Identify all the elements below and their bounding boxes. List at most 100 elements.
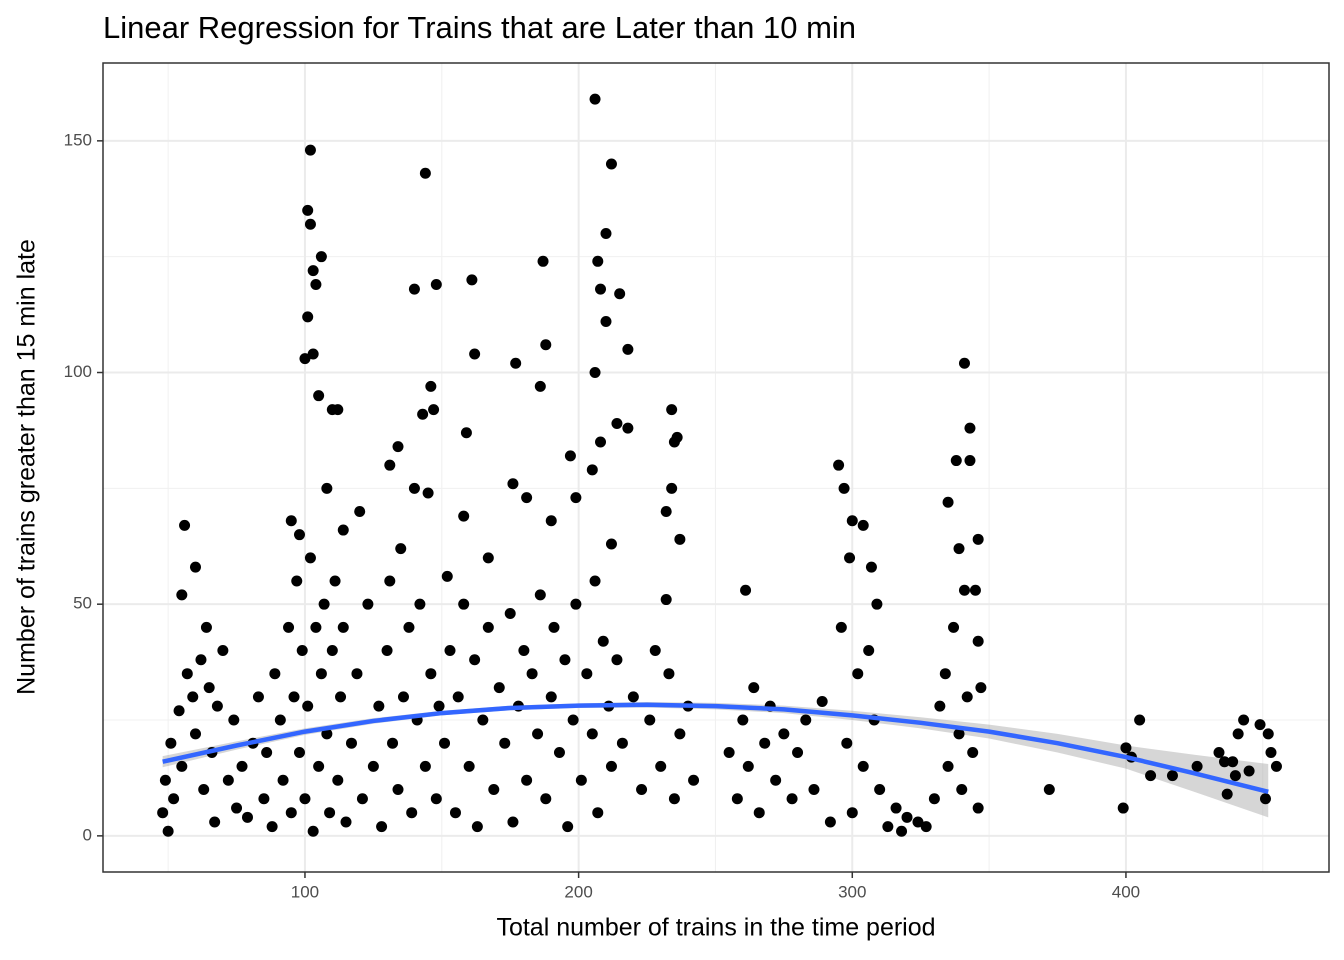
point	[428, 404, 440, 416]
point	[567, 714, 579, 726]
point	[731, 793, 743, 805]
point	[723, 746, 735, 758]
point	[953, 728, 965, 740]
point	[786, 793, 798, 805]
x-tick-label: 200	[564, 882, 592, 901]
point	[1191, 760, 1203, 772]
point	[553, 746, 565, 758]
point	[792, 746, 804, 758]
point	[321, 482, 333, 494]
point	[293, 529, 305, 541]
point	[337, 621, 349, 633]
point	[252, 691, 264, 703]
point	[800, 714, 812, 726]
point	[595, 436, 607, 448]
point	[408, 482, 420, 494]
point	[852, 668, 864, 680]
point	[313, 390, 325, 402]
point	[307, 348, 319, 360]
y-tick-label: 150	[64, 130, 92, 149]
point	[564, 450, 576, 462]
point	[277, 774, 289, 786]
point	[961, 691, 973, 703]
point	[622, 343, 634, 355]
point	[439, 737, 451, 749]
point	[288, 691, 300, 703]
point	[337, 524, 349, 536]
point	[649, 645, 661, 657]
point	[592, 807, 604, 819]
fit-line	[162, 702, 1269, 795]
point	[521, 774, 533, 786]
point	[890, 802, 902, 814]
point	[559, 654, 571, 666]
point	[874, 784, 886, 796]
point	[477, 714, 489, 726]
point	[444, 645, 456, 657]
point	[433, 700, 445, 712]
point	[510, 357, 522, 369]
point	[302, 311, 314, 323]
point	[376, 821, 388, 833]
point	[274, 714, 286, 726]
point	[299, 353, 311, 365]
point	[395, 543, 407, 555]
point	[589, 93, 601, 105]
point	[176, 760, 188, 772]
point	[833, 459, 845, 471]
point	[499, 737, 511, 749]
point	[958, 357, 970, 369]
point	[1166, 770, 1178, 782]
point	[307, 825, 319, 837]
point	[493, 682, 505, 694]
point	[321, 728, 333, 740]
point	[589, 367, 601, 379]
point	[540, 793, 552, 805]
point	[504, 607, 516, 619]
x-tick-label: 100	[291, 882, 319, 901]
point	[597, 635, 609, 647]
point	[1254, 719, 1266, 731]
point	[575, 774, 587, 786]
point	[838, 482, 850, 494]
point	[688, 774, 700, 786]
point	[354, 506, 366, 518]
point	[326, 404, 338, 416]
point	[441, 570, 453, 582]
point	[422, 487, 434, 499]
point	[600, 316, 612, 328]
point	[972, 802, 984, 814]
point	[345, 737, 357, 749]
point	[882, 821, 894, 833]
point	[592, 255, 604, 267]
point	[425, 380, 437, 392]
point	[165, 737, 177, 749]
point	[261, 746, 273, 758]
x-tick-label: 400	[1112, 882, 1140, 901]
point	[449, 807, 461, 819]
point	[611, 654, 623, 666]
point	[179, 519, 191, 531]
point	[958, 584, 970, 596]
point	[258, 793, 270, 805]
chart-title: Linear Regression for Trains that are La…	[103, 10, 856, 45]
point	[471, 821, 483, 833]
point	[835, 621, 847, 633]
point	[616, 737, 628, 749]
point	[660, 594, 672, 606]
point	[304, 552, 316, 564]
point	[209, 816, 221, 828]
point	[414, 598, 426, 610]
point	[304, 218, 316, 230]
point	[387, 737, 399, 749]
point	[367, 760, 379, 772]
point	[466, 274, 478, 286]
point	[1213, 746, 1225, 758]
point	[644, 714, 656, 726]
point	[928, 793, 940, 805]
point	[507, 478, 519, 490]
point	[816, 695, 828, 707]
point	[310, 278, 322, 290]
point	[315, 668, 327, 680]
point	[269, 668, 281, 680]
